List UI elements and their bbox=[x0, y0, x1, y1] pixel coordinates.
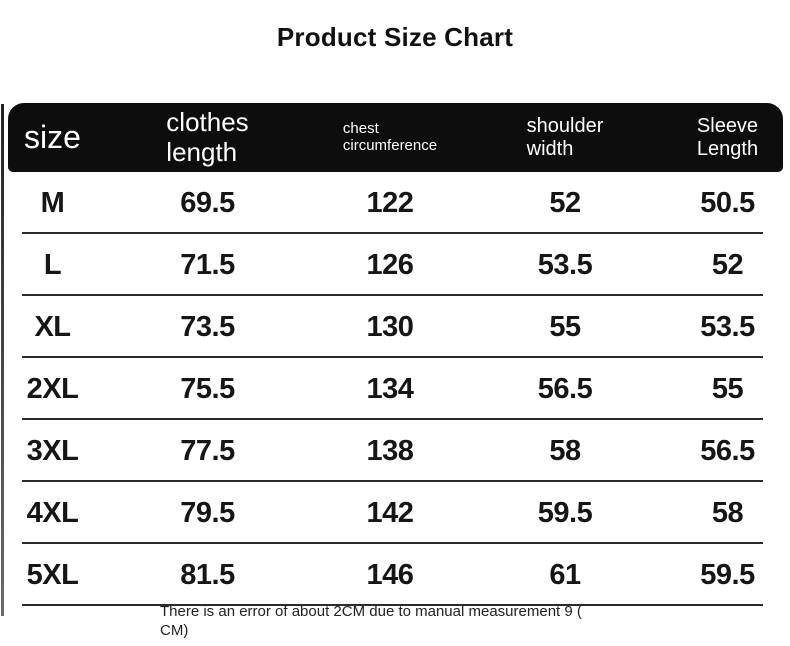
cell-size: L bbox=[43, 248, 62, 281]
cell-clothes-length: 81.5 bbox=[180, 558, 235, 591]
cell-shoulder-width: 58 bbox=[549, 434, 581, 467]
header-label-chest-circumference: chest circumference bbox=[342, 119, 438, 154]
cell-clothes-length: 71.5 bbox=[180, 248, 235, 281]
table-row: 4XL 79.5 142 59.5 58 bbox=[0, 482, 790, 544]
cell-sleeve-length: 59.5 bbox=[700, 558, 755, 591]
cell-shoulder-width: 59.5 bbox=[537, 496, 593, 529]
cell-sleeve-length: 50.5 bbox=[700, 186, 755, 219]
cell-chest-circumference: 130 bbox=[366, 310, 414, 343]
row-divider bbox=[22, 418, 763, 420]
table-header-background bbox=[8, 103, 783, 172]
header-cell-chest-circumference: chest circumference bbox=[320, 103, 460, 172]
row-divider bbox=[22, 294, 763, 296]
table-row: M 69.5 122 52 50.5 bbox=[0, 172, 790, 234]
cell-chest-circumference: 126 bbox=[366, 248, 414, 281]
header-cell-shoulder-width: shoulder width bbox=[460, 103, 670, 172]
cell-clothes-length: 73.5 bbox=[180, 310, 235, 343]
row-divider bbox=[22, 604, 763, 606]
table-row: XL 73.5 130 55 53.5 bbox=[0, 296, 790, 358]
size-chart-table: size clothes length chest circumference … bbox=[0, 103, 790, 606]
table-row: 5XL 81.5 146 61 59.5 bbox=[0, 544, 790, 606]
cell-sleeve-length: 55 bbox=[711, 372, 744, 405]
cell-clothes-length: 79.5 bbox=[180, 496, 235, 529]
cell-size: 2XL bbox=[26, 372, 79, 405]
row-divider bbox=[22, 542, 763, 544]
cell-sleeve-length: 56.5 bbox=[700, 434, 755, 467]
cell-chest-circumference: 122 bbox=[366, 186, 414, 219]
table-row: 2XL 75.5 134 56.5 55 bbox=[0, 358, 790, 420]
header-label-sleeve-length: Sleeve Length bbox=[696, 115, 759, 160]
cell-clothes-length: 77.5 bbox=[180, 434, 235, 467]
cell-shoulder-width: 56.5 bbox=[537, 372, 593, 405]
cell-shoulder-width: 53.5 bbox=[537, 248, 593, 281]
table-row: 3XL 77.5 138 58 56.5 bbox=[0, 420, 790, 482]
header-label-shoulder-width: shoulder width bbox=[526, 115, 604, 160]
table-row: L 71.5 126 53.5 52 bbox=[0, 234, 790, 296]
cell-clothes-length: 69.5 bbox=[180, 186, 235, 219]
cell-size: 3XL bbox=[26, 434, 79, 467]
cell-sleeve-length: 58 bbox=[711, 496, 744, 529]
cell-shoulder-width: 61 bbox=[549, 558, 581, 591]
page-title: Product Size Chart bbox=[276, 22, 514, 52]
row-divider bbox=[22, 356, 763, 358]
header-label-clothes-length: clothes length bbox=[166, 107, 249, 167]
header-cell-sleeve-length: Sleeve Length bbox=[670, 103, 785, 172]
left-edge-line bbox=[1, 104, 4, 616]
cell-sleeve-length: 53.5 bbox=[700, 310, 755, 343]
cell-size: 5XL bbox=[26, 558, 79, 591]
cell-chest-circumference: 142 bbox=[366, 496, 414, 529]
header-cell-clothes-length: clothes length bbox=[95, 103, 320, 172]
measurement-footnote: There is an error of about 2CM due to ma… bbox=[160, 603, 582, 639]
header-cell-size: size bbox=[10, 103, 95, 172]
cell-shoulder-width: 52 bbox=[549, 186, 581, 219]
header-label-size: size bbox=[24, 118, 81, 155]
row-divider bbox=[22, 232, 763, 234]
cell-chest-circumference: 138 bbox=[366, 434, 414, 467]
cell-size: 4XL bbox=[26, 496, 79, 529]
cell-shoulder-width: 55 bbox=[549, 310, 581, 343]
row-divider bbox=[22, 480, 763, 482]
cell-chest-circumference: 146 bbox=[366, 558, 414, 591]
cell-clothes-length: 75.5 bbox=[180, 372, 235, 405]
cell-size: XL bbox=[34, 310, 71, 343]
cell-sleeve-length: 52 bbox=[711, 248, 744, 281]
cell-size: M bbox=[40, 186, 65, 219]
cell-chest-circumference: 134 bbox=[366, 372, 414, 405]
table-header: size clothes length chest circumference … bbox=[0, 103, 790, 172]
